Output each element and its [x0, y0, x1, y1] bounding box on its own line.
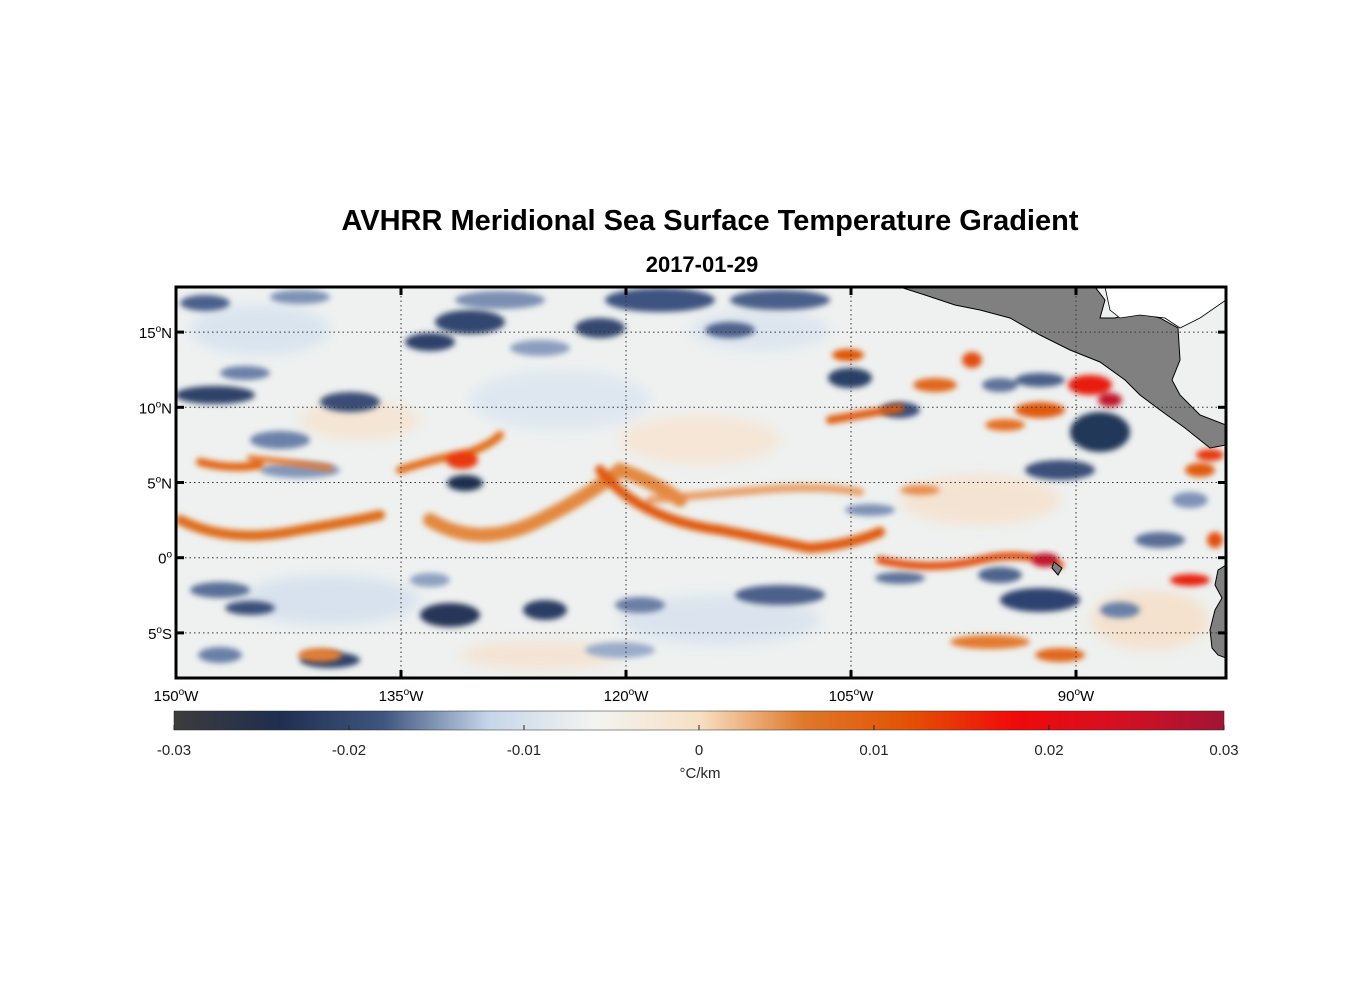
lat-tick-label: 5oS: [148, 625, 172, 643]
lon-tick-hemisphere: W: [184, 688, 199, 705]
lon-tick-label: 150oW: [154, 687, 200, 705]
colorbar-tick-label: 0.03: [1209, 742, 1238, 759]
galapagos-island: [1051, 561, 1063, 576]
lon-tick-label: 105oW: [829, 687, 875, 705]
degree-symbol: o: [1074, 687, 1080, 698]
lat-tick-hemisphere: N: [161, 476, 172, 493]
degree-symbol: o: [179, 687, 185, 698]
lon-tick-hemisphere: W: [1080, 688, 1095, 705]
degree-symbol: o: [156, 475, 162, 486]
lat-tick-number: 0: [158, 551, 166, 568]
degree-symbol: o: [166, 550, 172, 561]
lat-tick-number: 5: [148, 626, 156, 643]
positive-gradient-features: [176, 349, 1224, 662]
lat-tick-hemisphere: N: [161, 325, 172, 342]
colorbar-tick-label: 0: [695, 742, 703, 759]
lon-tick-label: 90oW: [1058, 687, 1095, 705]
lon-tick-number: 150: [154, 688, 179, 705]
colorbar-ticks: [173, 725, 1225, 730]
lon-tick-label: 120oW: [604, 687, 650, 705]
south-america-land: [1209, 564, 1226, 659]
lat-tick-label: 10oN: [139, 399, 172, 417]
lat-tick-number: 10: [139, 400, 156, 417]
colorbar-tick-label: 0.01: [859, 742, 888, 759]
longitude-labels: 150oW 135oW 120oW 105oW 90oW: [154, 687, 1095, 705]
colorbar-tick-label: -0.02: [332, 742, 366, 759]
colorbar-tick-labels: -0.03 -0.02 -0.01 0 0.01 0.02 0.03: [157, 742, 1239, 759]
lat-tick-number: 5: [147, 476, 155, 493]
degree-symbol: o: [629, 687, 635, 698]
lon-tick-hemisphere: W: [634, 688, 649, 705]
lat-tick-hemisphere: N: [161, 400, 172, 417]
lon-tick-label: 135oW: [379, 687, 425, 705]
lon-tick-hemisphere: W: [859, 688, 874, 705]
lat-tick-label: 0o: [158, 550, 172, 568]
lon-tick-hemisphere: W: [409, 688, 424, 705]
lat-tick-label: 15oN: [139, 324, 172, 342]
degree-symbol: o: [156, 625, 162, 636]
negative-gradient-features: [176, 288, 1208, 668]
colorbar-tick-label: -0.03: [157, 742, 191, 759]
colorbar-label: °C/km: [680, 765, 721, 782]
lon-tick-number: 120: [604, 688, 629, 705]
lon-tick-number: 105: [829, 688, 854, 705]
colorbar-tick-label: 0.02: [1034, 742, 1063, 759]
degree-symbol: o: [404, 687, 410, 698]
degree-symbol: o: [156, 324, 162, 335]
lat-tick-label: 5oN: [147, 475, 172, 493]
lon-tick-number: 90: [1058, 688, 1075, 705]
lat-tick-number: 15: [139, 325, 156, 342]
land-north-edge: [1104, 287, 1226, 329]
degree-symbol: o: [854, 687, 860, 698]
map-tick-marks: [174, 287, 1226, 678]
lon-tick-number: 135: [379, 688, 404, 705]
map-title: AVHRR Meridional Sea Surface Temperature…: [341, 205, 1079, 237]
lat-tick-hemisphere: S: [162, 626, 172, 643]
degree-symbol: o: [156, 399, 162, 410]
colorbar-tick-label: -0.01: [507, 742, 541, 759]
map-subtitle: 2017-01-29: [645, 252, 759, 277]
